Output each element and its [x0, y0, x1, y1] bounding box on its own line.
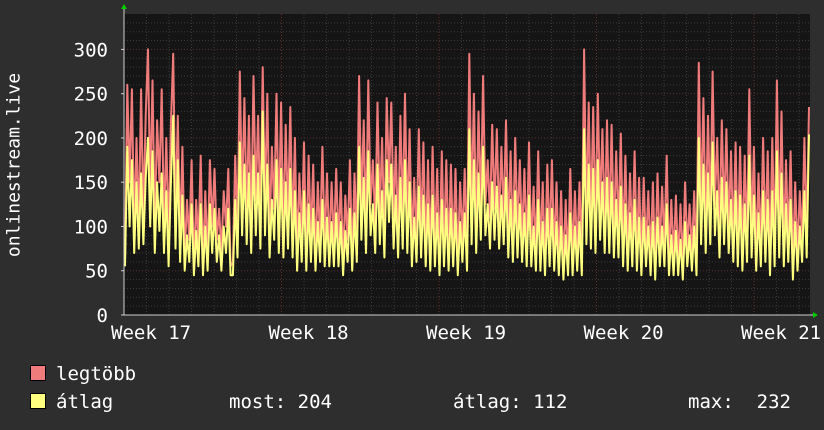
- y-axis-arrow-icon: [121, 4, 127, 9]
- series-lines: [124, 48, 810, 281]
- legend-item-max: legtöbb: [30, 362, 136, 386]
- legend-label-avg: átlag: [56, 391, 114, 413]
- y-tick-label: 50: [85, 261, 108, 283]
- x-tick-label: Week 19: [426, 322, 506, 344]
- y-tick-label: 300: [74, 39, 108, 61]
- stat-now: most: 204: [229, 391, 332, 413]
- x-tick-labels: Week 17 Week 18 Week 19 Week 20 Week 21: [111, 322, 821, 344]
- y-tick-label: 100: [74, 216, 108, 238]
- axes: [121, 4, 818, 318]
- x-tick-label: Week 20: [584, 322, 664, 344]
- x-tick-label: Week 18: [269, 322, 349, 344]
- x-tick-label: Week 17: [111, 322, 191, 344]
- legend-swatch-max: [30, 364, 46, 381]
- y-axis-label: onlinestream.live: [3, 72, 25, 258]
- series-line-avg: [124, 110, 810, 281]
- legend-label-max: legtöbb: [56, 363, 137, 385]
- y-tick-labels: 0 50 100 150 200 250 300: [74, 39, 108, 327]
- y-tick-label: 150: [74, 172, 108, 194]
- stat-max: max: 232: [688, 391, 791, 413]
- y-tick-label: 200: [74, 128, 108, 150]
- y-tick-label: 0: [97, 305, 108, 327]
- x-tick-label: Week 21: [741, 322, 821, 344]
- y-tick-label: 250: [74, 84, 108, 106]
- legend-swatch-avg: [30, 392, 46, 409]
- chart: 0 50 100 150 200 250 300 Week 17 Week 18 Week 19…: [74, 4, 821, 344]
- stat-avg: átlag: 112: [453, 391, 568, 413]
- legend-item-avg: átlag most: 204 átlag: 112 max: 232: [30, 390, 820, 414]
- x-axis-arrow-icon: [813, 312, 818, 318]
